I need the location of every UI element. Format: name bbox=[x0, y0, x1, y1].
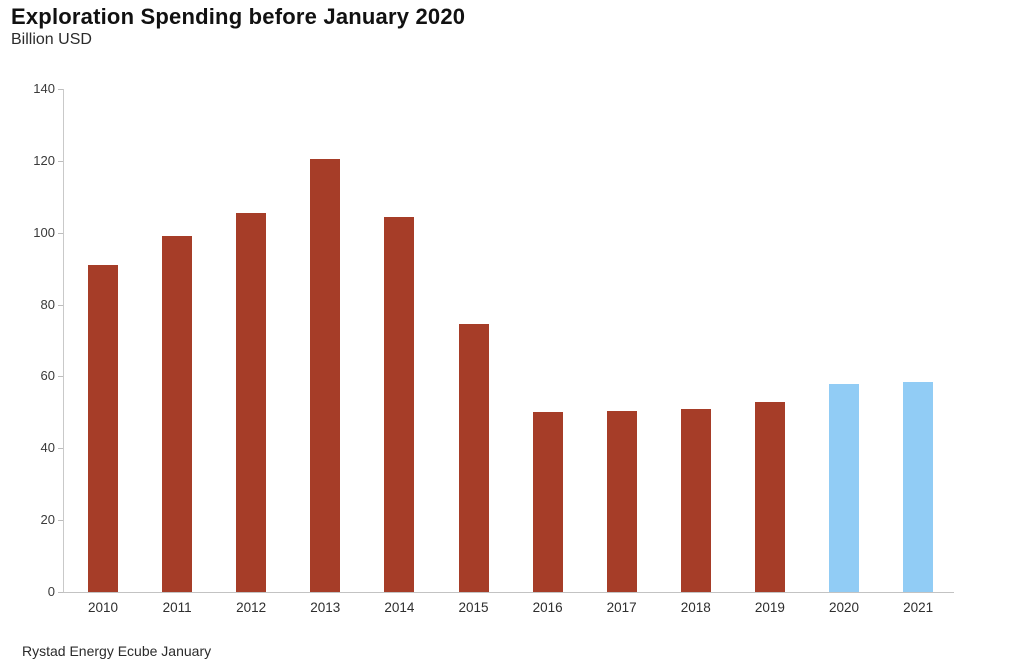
y-tick-mark bbox=[58, 592, 63, 593]
source-text: Rystad Energy Ecube January bbox=[22, 643, 212, 659]
y-tick-mark bbox=[58, 304, 63, 306]
x-tick-label: 2018 bbox=[680, 600, 711, 615]
y-tick-label: 140 bbox=[33, 81, 55, 96]
y-tick-label: 20 bbox=[40, 512, 55, 528]
bar-2011 bbox=[162, 236, 193, 592]
y-axis-line bbox=[63, 89, 64, 592]
bar-2020 bbox=[829, 383, 859, 592]
x-tick-label: 2013 bbox=[310, 600, 341, 615]
chart-subtitle: Billion USD bbox=[11, 31, 92, 48]
y-tick-mark bbox=[58, 448, 63, 450]
y-tick-mark bbox=[58, 520, 63, 522]
bar-2010 bbox=[88, 265, 118, 592]
x-axis-line bbox=[63, 592, 954, 593]
y-tick-label: 100 bbox=[33, 224, 55, 240]
y-tick-mark bbox=[58, 89, 63, 90]
x-tick-label: 2019 bbox=[754, 600, 785, 615]
y-tick-label: 80 bbox=[40, 296, 55, 312]
bar-2013 bbox=[310, 159, 341, 592]
x-tick-label: 2021 bbox=[903, 600, 934, 615]
y-tick-label: 0 bbox=[47, 584, 55, 599]
x-tick-label: 2010 bbox=[87, 600, 119, 615]
y-tick-mark bbox=[58, 376, 63, 378]
bar-2017 bbox=[606, 410, 637, 592]
x-tick-label: 2011 bbox=[162, 600, 192, 615]
y-tick-label: 120 bbox=[33, 152, 55, 168]
x-tick-label: 2017 bbox=[606, 600, 637, 615]
x-tick-label: 2016 bbox=[532, 600, 563, 615]
bar-2014 bbox=[384, 216, 415, 592]
bar-2016 bbox=[532, 412, 563, 592]
y-tick-label: 60 bbox=[40, 368, 55, 384]
chart-title: Exploration Spending before January 2020 bbox=[11, 4, 466, 29]
bar-2012 bbox=[236, 212, 267, 592]
y-tick-label: 40 bbox=[40, 440, 55, 456]
bar-2018 bbox=[680, 408, 711, 592]
x-tick-label: 2012 bbox=[236, 600, 267, 615]
bar-2019 bbox=[754, 401, 785, 592]
x-tick-label: 2020 bbox=[828, 600, 860, 615]
y-tick-mark bbox=[58, 232, 63, 234]
y-tick-mark bbox=[58, 160, 63, 162]
x-tick-label: 2014 bbox=[384, 600, 415, 615]
bar-2015 bbox=[458, 324, 489, 592]
bar-2021 bbox=[903, 381, 934, 592]
x-tick-label: 2015 bbox=[458, 600, 489, 615]
